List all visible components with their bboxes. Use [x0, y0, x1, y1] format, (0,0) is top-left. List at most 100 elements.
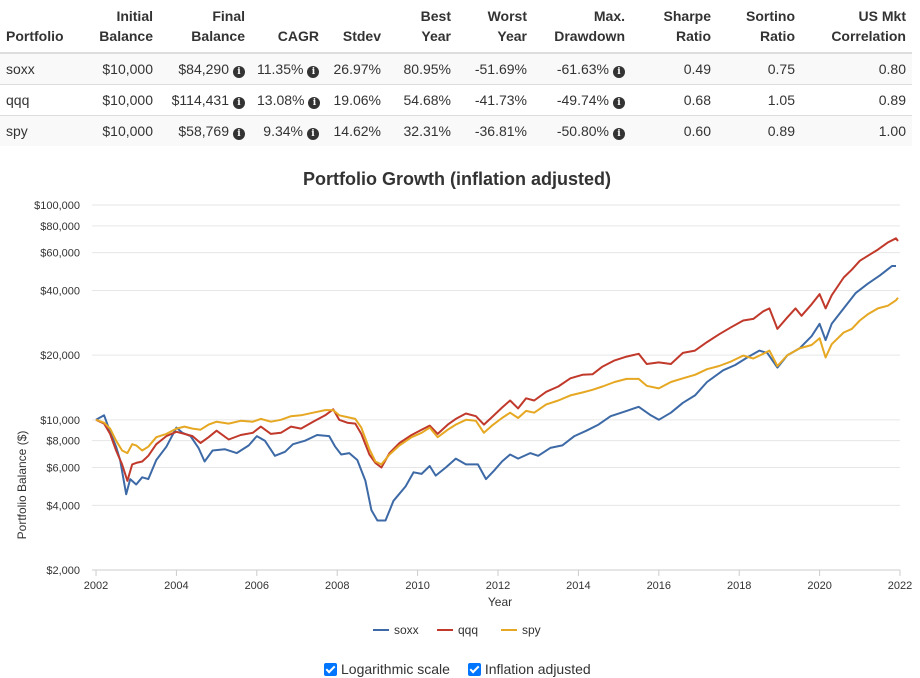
cell-final-balance: $84,290 i	[159, 52, 251, 85]
x-tick-label: 2014	[566, 580, 590, 592]
cell-worst-year: -36.81%	[457, 115, 533, 146]
header-sharpe-ratio[interactable]: Sharpe Ratio	[631, 0, 717, 54]
header-best-year[interactable]: Best Year	[387, 0, 457, 54]
y-tick-label: $4,000	[46, 500, 80, 512]
chart-svg: Portfolio Growth (inflation adjusted) $2…	[15, 169, 912, 637]
cell-initial-balance: $10,000	[76, 52, 159, 85]
x-tick-label: 2002	[84, 580, 108, 592]
header-initial-balance[interactable]: Initial Balance	[76, 0, 159, 54]
table-row: qqq $10,000 $114,431 i 13.08% i 19.06% 54.…	[0, 84, 912, 116]
cell-initial-balance: $10,000	[76, 115, 159, 146]
cell-us-mkt-correlation: 1.00	[801, 115, 912, 146]
header-cagr[interactable]: CAGR	[251, 0, 325, 54]
inflation-adjusted-toggle[interactable]: Inflation adjusted	[467, 661, 591, 677]
axes: $2,000 $4,000 $6,000 $8,000 $10,000 $20,000 $4…	[34, 200, 912, 592]
x-tick-label: 2010	[405, 580, 429, 592]
cell-final-balance: $58,769 i	[159, 115, 251, 146]
cell-sharpe-ratio: 0.49	[631, 52, 717, 85]
y-tick-label: $2,000	[46, 565, 80, 577]
cell-cagr: 13.08% i	[251, 84, 325, 116]
legend: soxx qqq spy	[373, 623, 541, 637]
info-icon[interactable]: i	[233, 96, 245, 109]
statistics-table: Portfolio Initial Balance Final Balance CA…	[0, 0, 912, 146]
log-scale-checkbox[interactable]	[324, 663, 337, 676]
cell-best-year: 32.31%	[387, 115, 457, 146]
header-sortino-ratio[interactable]: Sortino Ratio	[717, 0, 801, 54]
info-icon[interactable]: i	[307, 127, 319, 140]
x-tick-label: 2018	[727, 580, 751, 592]
gridlines	[92, 204, 900, 506]
info-icon[interactable]: i	[613, 127, 625, 140]
legend-label-soxx[interactable]: soxx	[394, 623, 419, 637]
chart-title: Portfolio Growth (inflation adjusted)	[303, 169, 611, 189]
cell-portfolio: qqq	[0, 84, 76, 116]
x-tick-label: 2022	[888, 580, 912, 592]
y-tick-label: $80,000	[40, 221, 80, 233]
cell-stdev: 19.06%	[325, 84, 387, 116]
inflation-adjusted-checkbox[interactable]	[467, 663, 481, 676]
header-portfolio[interactable]: Portfolio	[0, 0, 76, 54]
x-tick-label: 2006	[245, 580, 269, 592]
table-row: spy $10,000 $58,769 i 9.34% i 14.62% 32.31…	[0, 115, 912, 146]
cell-best-year: 54.68%	[387, 84, 457, 116]
info-icon[interactable]: i	[308, 96, 321, 109]
chart-options: Logarithmic scale Inflation adjusted	[324, 661, 605, 677]
x-axis-label: Year	[488, 595, 512, 609]
cell-cagr: 9.34% i	[251, 115, 325, 146]
cell-sharpe-ratio: 0.60	[631, 115, 717, 146]
inflation-adjusted-label: Inflation adjusted	[484, 661, 591, 677]
series-line-soxx	[95, 265, 896, 522]
cell-worst-year: -51.69%	[457, 52, 533, 85]
cell-portfolio: spy	[0, 115, 76, 146]
cell-sharpe-ratio: 0.68	[631, 84, 717, 116]
info-icon[interactable]: i	[233, 65, 245, 78]
x-tick-label: 2020	[807, 580, 831, 592]
cell-sortino-ratio: 0.75	[717, 52, 801, 85]
cell-best-year: 80.95%	[387, 52, 457, 85]
cell-final-balance: $114,431 i	[159, 84, 251, 116]
info-icon[interactable]: i	[613, 96, 625, 109]
y-tick-label: $8,000	[46, 436, 80, 448]
cell-max-drawdown: -61.63% i	[533, 52, 631, 85]
cell-portfolio: soxx	[0, 52, 76, 85]
table-header-row: Portfolio Initial Balance Final Balance CA…	[0, 0, 912, 54]
legend-label-qqq[interactable]: qqq	[458, 623, 478, 637]
y-tick-label: $10,000	[40, 415, 80, 427]
legend-label-spy[interactable]: spy	[522, 623, 541, 637]
log-scale-toggle[interactable]: Logarithmic scale	[324, 661, 450, 677]
y-tick-label: $60,000	[40, 248, 80, 260]
info-icon[interactable]: i	[613, 65, 625, 78]
cell-stdev: 14.62%	[325, 115, 387, 146]
y-tick-label: $40,000	[40, 285, 80, 297]
header-stdev[interactable]: Stdev	[325, 0, 387, 54]
y-axis-label: Portfolio Balance ($)	[15, 431, 29, 540]
log-scale-label: Logarithmic scale	[341, 661, 450, 677]
info-icon[interactable]: i	[233, 127, 245, 140]
series-line-spy	[95, 297, 899, 466]
series-lines	[95, 237, 899, 522]
header-us-mkt-correlation[interactable]: US Mkt Correlation	[801, 0, 912, 54]
cell-sortino-ratio: 1.05	[717, 84, 801, 116]
cell-max-drawdown: -49.74% i	[533, 84, 631, 116]
table-row: soxx $10,000 $84,290 i 11.35% i 26.97% 80.…	[0, 52, 912, 85]
cell-cagr: 11.35% i	[251, 52, 325, 85]
cell-initial-balance: $10,000	[76, 84, 159, 116]
cell-us-mkt-correlation: 0.80	[801, 52, 912, 85]
portfolio-growth-chart: Portfolio Growth (inflation adjusted) $2…	[0, 160, 920, 678]
header-final-balance[interactable]: Final Balance	[159, 0, 251, 54]
info-icon[interactable]: i	[307, 65, 320, 78]
cell-sortino-ratio: 0.89	[717, 115, 801, 146]
x-tick-label: 2012	[486, 580, 510, 592]
header-worst-year[interactable]: Worst Year	[457, 0, 533, 54]
y-tick-label: $6,000	[46, 462, 80, 474]
header-max-drawdown[interactable]: Max. Drawdown	[533, 0, 631, 54]
x-tick-label: 2016	[647, 580, 671, 592]
y-tick-label: $100,000	[34, 200, 80, 212]
cell-max-drawdown: -50.80% i	[533, 115, 631, 146]
cell-stdev: 26.97%	[325, 52, 387, 85]
y-tick-label: $20,000	[40, 350, 80, 362]
x-tick-label: 2004	[164, 580, 188, 592]
cell-us-mkt-correlation: 0.89	[801, 84, 912, 116]
series-line-qqq	[95, 237, 899, 482]
cell-worst-year: -41.73%	[457, 84, 533, 116]
